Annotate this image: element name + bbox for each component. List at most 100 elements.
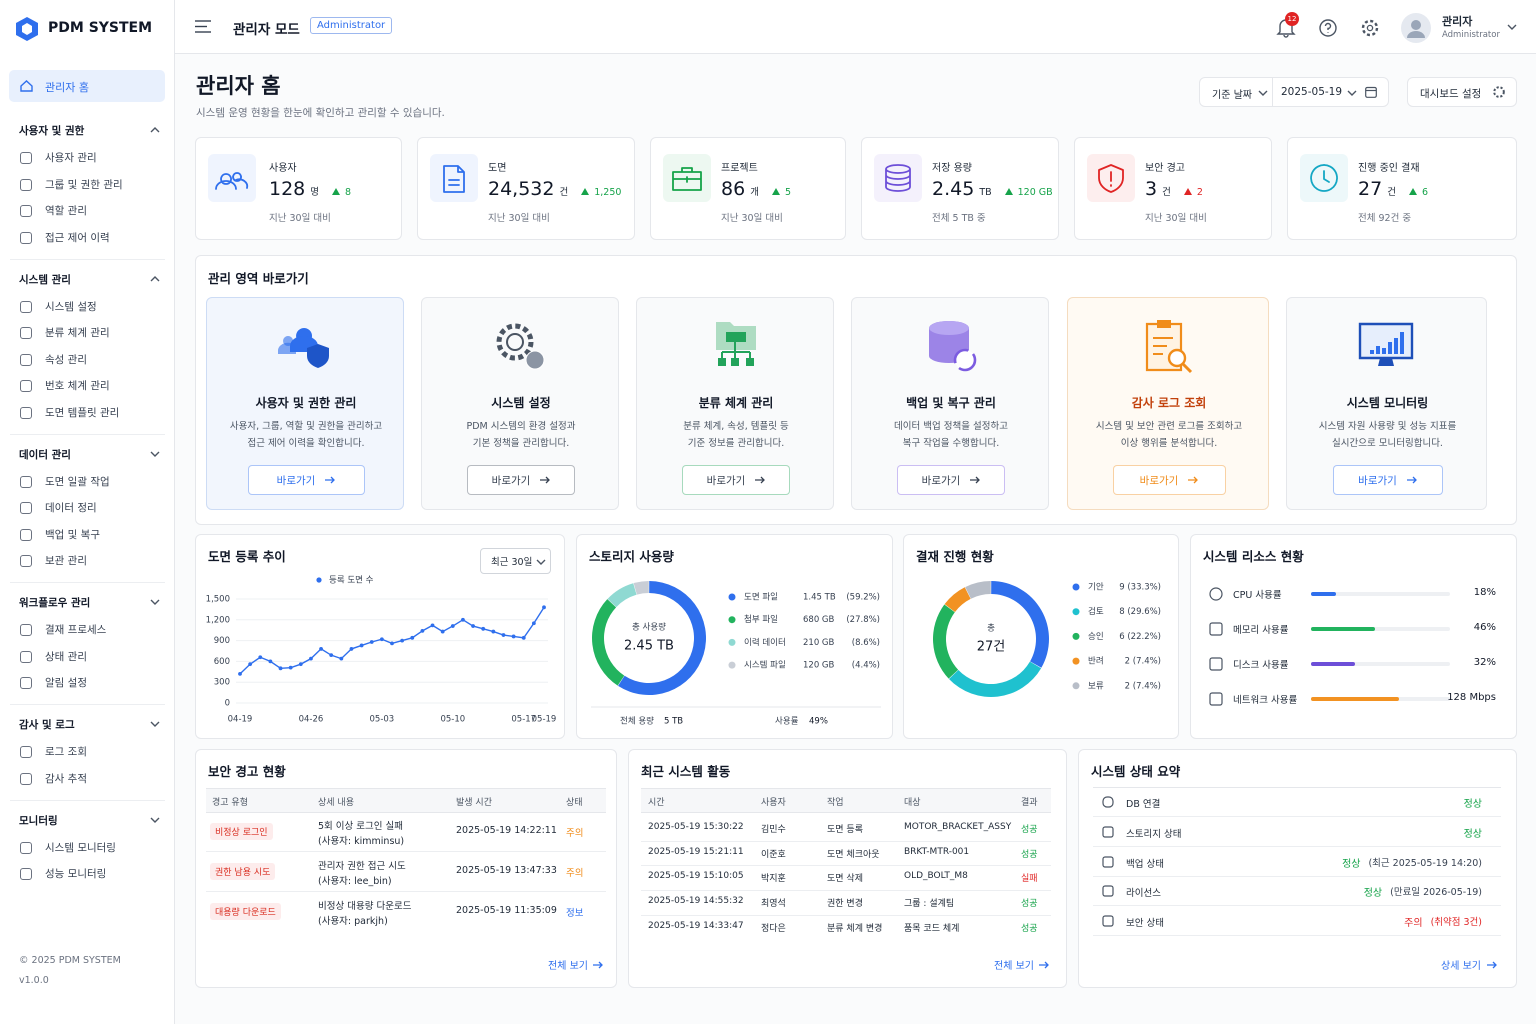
footer-label: 전체 용량 — [620, 716, 654, 727]
alert-status: 주의 — [566, 868, 584, 879]
nav-group-title[interactable]: 사용자 및 권한 — [19, 125, 85, 137]
data-point — [238, 671, 242, 676]
nav-group-title[interactable]: 시스템 관리 — [19, 273, 71, 286]
nav-item-label: 알림 설정 — [45, 677, 87, 689]
nav-icon — [20, 406, 32, 419]
status-icon-shape — [1102, 826, 1114, 838]
nav-item[interactable]: 도면 템플릿 관리 — [20, 402, 165, 424]
version: v1.0.0 — [19, 975, 49, 986]
kpi-note: 지난 30일 대비 — [1145, 213, 1207, 224]
activity-time: 2025-05-19 15:21:11 — [648, 846, 744, 857]
home-icon — [20, 80, 33, 92]
nav-item[interactable]: 데이터 정리 — [20, 497, 165, 519]
nav-item[interactable]: 도면 일괄 작업 — [20, 471, 165, 493]
status-value: 정상 — [1363, 888, 1383, 900]
illustration-shape — [307, 344, 329, 368]
arrow-shape — [1406, 476, 1417, 484]
kpi-card: 사용자 128 명 8 지난 30일 대비 — [195, 137, 402, 240]
nav-item-label: 그룹 및 권한 관리 — [45, 178, 123, 191]
kpi-card: 저장 용량 2.45 TB 120 GB 전체 5 TB 중 — [861, 137, 1059, 240]
dashboard-settings[interactable]: 대시보드 설정 — [1407, 77, 1517, 107]
data-point — [481, 626, 486, 631]
nav-group-title[interactable]: 감사 및 로그 — [19, 719, 75, 731]
nav-item-label: 데이터 정리 — [45, 502, 97, 514]
y-tick-label: 0 — [225, 699, 230, 709]
nav-group-title[interactable]: 워크플로우 관리 — [19, 597, 91, 609]
nav-item[interactable]: 속성 관리 — [20, 349, 165, 371]
shortcut-button[interactable]: 바로가기 — [682, 465, 790, 495]
nav-item[interactable]: 역할 관리 — [20, 200, 165, 222]
nav-group-title[interactable]: 데이터 관리 — [19, 448, 71, 461]
nav-item[interactable]: 번호 체계 관리 — [20, 375, 165, 397]
illustration-shape — [1167, 348, 1187, 368]
date-filter: 기준 날짜 2025-05-19 — [1199, 77, 1389, 107]
nav-item[interactable]: 분류 체계 관리 — [20, 322, 165, 344]
nav-item[interactable]: 접근 제어 이력 — [20, 227, 165, 249]
period-select[interactable]: 최근 30일 — [480, 548, 551, 574]
nav-icon — [20, 746, 32, 758]
resource-icon — [1209, 587, 1223, 601]
delta-arrow — [581, 188, 590, 195]
shortcut-desc: 사용자, 그룹, 역할 및 권한을 관리하고 — [229, 421, 383, 432]
row-divider — [1093, 845, 1501, 847]
nav-item[interactable]: 성능 모니터링 — [20, 863, 165, 885]
kpi-unit: 건 — [1162, 187, 1171, 198]
more-link[interactable]: 전체 보기 — [994, 961, 1034, 972]
shortcut-button[interactable]: 바로가기 — [247, 465, 365, 495]
arrow-icon — [755, 476, 766, 484]
nav-item[interactable]: 보관 관리 — [20, 550, 165, 572]
user-name: 관리자 — [1442, 15, 1473, 28]
nav-item[interactable]: 사용자 관리 — [20, 147, 165, 169]
dashboard-settings-label[interactable]: 대시보드 설정 — [1420, 88, 1482, 100]
shortcut-title: 분류 체계 관리 — [698, 396, 774, 410]
kpi-value: 86 — [721, 178, 746, 200]
alert-user: (사용자: parkjh) — [318, 916, 388, 927]
donut-segment — [618, 581, 706, 695]
shortcut-button[interactable]: 바로가기 — [1332, 465, 1443, 495]
menu-toggle[interactable] — [195, 20, 212, 33]
illustration-shape — [1399, 332, 1404, 354]
nav-item[interactable]: 시스템 설정 — [20, 296, 165, 318]
shortcut-button[interactable]: 바로가기 — [467, 465, 575, 495]
nav-icon — [20, 380, 32, 392]
nav-item[interactable]: 감사 추적 — [20, 768, 165, 790]
nav-item[interactable]: 로그 조회 — [20, 741, 165, 763]
column-header: 대상 — [904, 798, 921, 808]
legend-value: 9 (33.3%) — [1119, 583, 1161, 593]
nav-icon — [20, 841, 32, 854]
divider — [10, 582, 165, 583]
shortcut-desc: PDM 시스템의 환경 설정과 — [466, 421, 576, 432]
illustration-shape — [929, 321, 969, 335]
row-divider — [641, 914, 1051, 916]
alert-type-badge: 비정상 로그인 — [210, 823, 273, 840]
more-link[interactable]: 상세 보기 — [1441, 961, 1481, 972]
footer-value: 5 TB — [664, 717, 683, 727]
chevron-shape — [1347, 90, 1357, 96]
status-value: 주의 — [1404, 918, 1423, 930]
nav-home[interactable]: 관리자 홈 — [9, 70, 165, 102]
nav-item[interactable]: 알림 설정 — [20, 672, 165, 694]
kpi-label: 보안 경고 — [1145, 163, 1185, 174]
shortcut-button-label: 바로가기 — [276, 474, 316, 487]
date-label[interactable]: 기준 날짜 — [1212, 90, 1252, 101]
nav-item[interactable]: 상태 관리 — [20, 646, 165, 668]
legend-marker — [1072, 583, 1080, 591]
nav-item[interactable]: 백업 및 복구 — [20, 524, 165, 546]
illustration-shape — [1377, 358, 1394, 366]
settings-icon[interactable] — [1361, 19, 1379, 37]
date-value[interactable]: 2025-05-19 — [1281, 86, 1343, 98]
nav-item[interactable]: 결재 프로세스 — [20, 619, 165, 641]
shortcut-button[interactable]: 바로가기 — [897, 465, 1005, 495]
arrow-shape — [593, 961, 603, 969]
legend-size: 1.45 TB — [803, 593, 836, 603]
alert-detail: 비정상 대용량 다운로드 — [318, 901, 412, 912]
help-icon[interactable] — [1319, 19, 1337, 37]
nav-item[interactable]: 시스템 모니터링 — [20, 837, 165, 859]
alert-time: 2025-05-19 13:47:33 — [456, 865, 557, 876]
more-link[interactable]: 전체 보기 — [548, 961, 588, 972]
nav-group-title[interactable]: 모니터링 — [19, 814, 58, 827]
nav-item[interactable]: 그룹 및 권한 관리 — [20, 174, 165, 196]
shortcut-button[interactable]: 바로가기 — [1112, 465, 1226, 495]
